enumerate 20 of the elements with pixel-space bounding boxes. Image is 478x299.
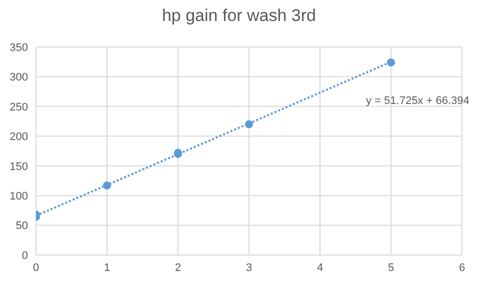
y-tick-label: 200 [10,131,28,144]
y-tick-label: 50 [16,220,28,232]
y-tick-label: 250 [10,101,28,114]
y-tick-label: 150 [10,160,28,173]
annotation: y = 51.725x + 66.394 [366,95,470,107]
x-tick-label: 1 [104,262,110,274]
x-tick-label: 4 [316,262,324,274]
x-tick-label: 6 [458,262,466,274]
y-tick-label: 0 [22,250,28,262]
y-tick-label: 300 [10,72,28,84]
point [387,58,395,66]
x-tick-label: 5 [388,262,394,274]
chart-title: hp gain for wash 3rd [160,6,318,26]
point [245,120,253,128]
x-tick-label: 3 [246,262,252,274]
x-tick-label: 2 [174,262,182,274]
y-tick-label: 100 [10,190,28,202]
y-tick-label: 350 [10,42,28,54]
x-tick-label: 0 [32,262,40,274]
point [103,181,111,190]
